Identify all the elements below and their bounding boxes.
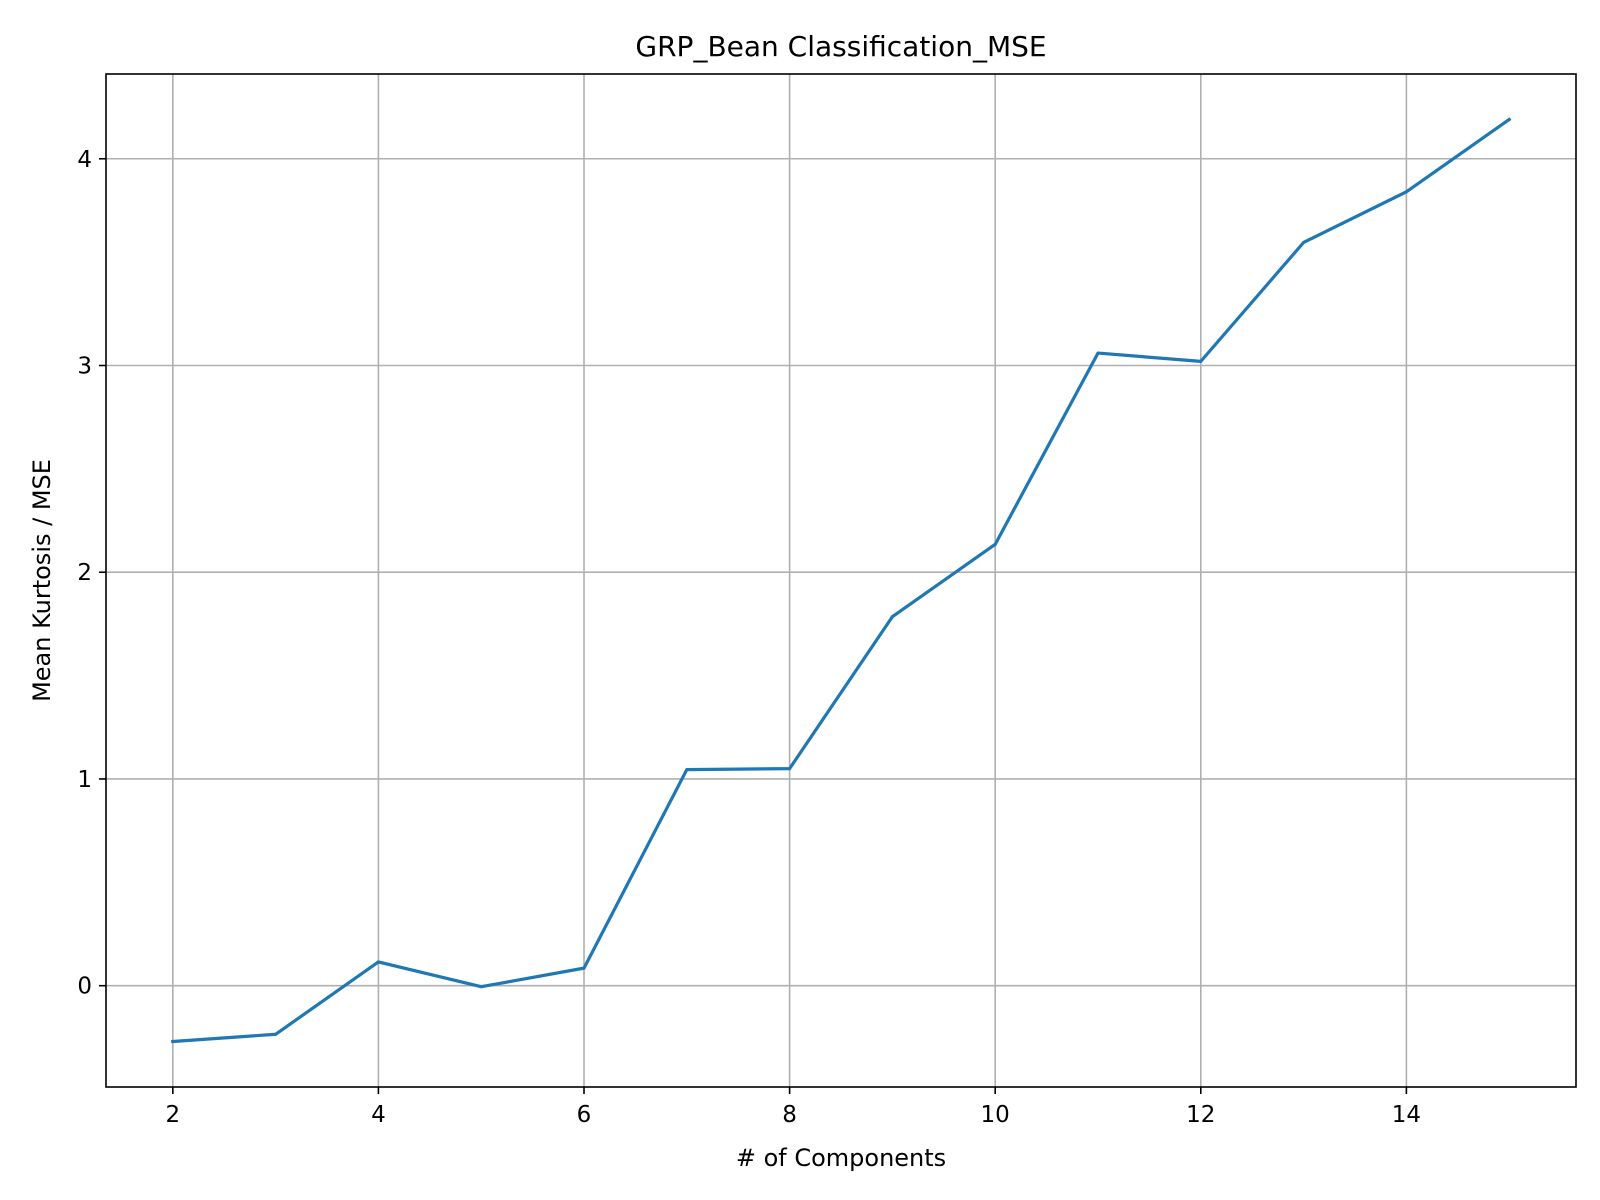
data-point [890,615,894,619]
data-point [1096,351,1100,355]
x-tick-label: 10 [981,1102,1010,1128]
x-tick-label: 12 [1186,1102,1215,1128]
data-point [582,966,586,970]
series-line [171,117,1512,1044]
y-tick-label: 1 [77,767,92,793]
data-point [376,960,380,964]
chart-title: GRP_Bean Classification_MSE [635,30,1046,63]
x-tick-label: 8 [782,1102,797,1128]
y-tick-label: 0 [77,974,92,1000]
y-tick-label: 3 [77,353,92,379]
data-point [1507,117,1511,121]
data-point [1302,240,1306,244]
x-tick-label: 6 [577,1102,592,1128]
data-point [1404,190,1408,194]
series-layer [171,117,1512,1044]
y-tick-label: 2 [77,560,92,586]
data-point [479,985,483,989]
x-axis-label: # of Components [736,1144,946,1172]
data-point [171,1040,175,1044]
y-axis-label: Mean Kurtosis / MSE [28,459,56,702]
x-tick-label: 14 [1392,1102,1421,1128]
data-point [685,768,689,772]
data-point [274,1032,278,1036]
data-point [1199,359,1203,363]
grid [106,74,1576,1087]
y-tick-label: 4 [77,147,92,173]
x-tick-label: 2 [165,1102,180,1128]
x-tick-label: 4 [371,1102,386,1128]
data-point [993,542,997,546]
plot-frame [105,73,1577,1088]
data-point [788,767,792,771]
